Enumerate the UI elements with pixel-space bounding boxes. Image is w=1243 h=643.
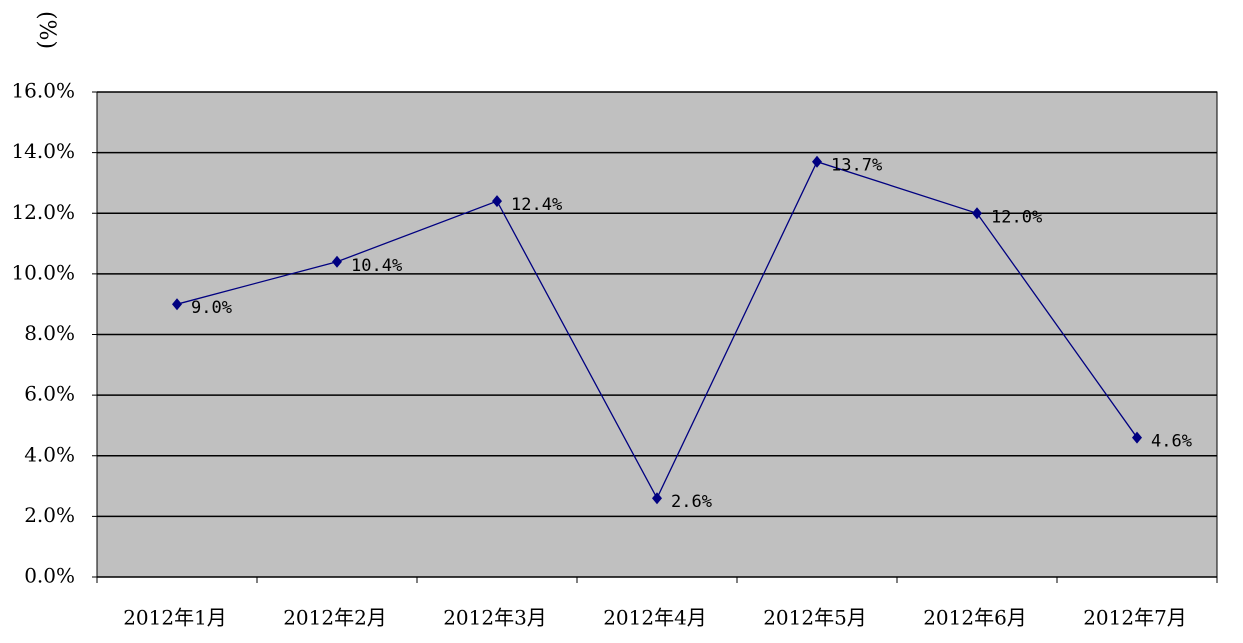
- y-tick-label: 8.0%: [24, 321, 75, 345]
- x-tick-label: 2012年1月: [123, 606, 227, 630]
- y-tick-label: 10.0%: [11, 260, 75, 284]
- x-tick-label: 2012年2月: [283, 606, 387, 630]
- y-tick-label: 4.0%: [24, 442, 75, 466]
- data-point: [972, 207, 982, 220]
- data-label: 2.6%: [671, 492, 712, 512]
- y-tick-label: 14.0%: [11, 139, 75, 163]
- x-tick-label: 2012年4月: [603, 606, 707, 630]
- y-tick-label: 16.0%: [11, 79, 75, 103]
- y-tick-label: 2.0%: [24, 503, 75, 527]
- data-point: [332, 255, 342, 268]
- x-tick-label: 2012年6月: [923, 606, 1027, 630]
- y-axis-label: (%): [34, 11, 59, 49]
- data-label: 12.0%: [991, 207, 1042, 227]
- data-label: 12.4%: [511, 195, 562, 215]
- data-label: 4.6%: [1151, 432, 1192, 452]
- data-label: 10.4%: [351, 256, 402, 276]
- data-point: [492, 195, 502, 208]
- x-tick-label: 2012年5月: [763, 606, 867, 630]
- x-tick-label: 2012年7月: [1083, 606, 1187, 630]
- data-point: [1132, 431, 1142, 444]
- data-point: [652, 492, 662, 505]
- x-tick-label: 2012年3月: [443, 606, 547, 630]
- y-tick-label: 6.0%: [24, 382, 75, 406]
- y-tick-label: 0.0%: [24, 564, 75, 588]
- data-point: [812, 155, 822, 168]
- data-point: [172, 298, 182, 311]
- data-label: 9.0%: [191, 298, 232, 318]
- y-tick-label: 12.0%: [11, 200, 75, 224]
- data-label: 13.7%: [831, 156, 882, 176]
